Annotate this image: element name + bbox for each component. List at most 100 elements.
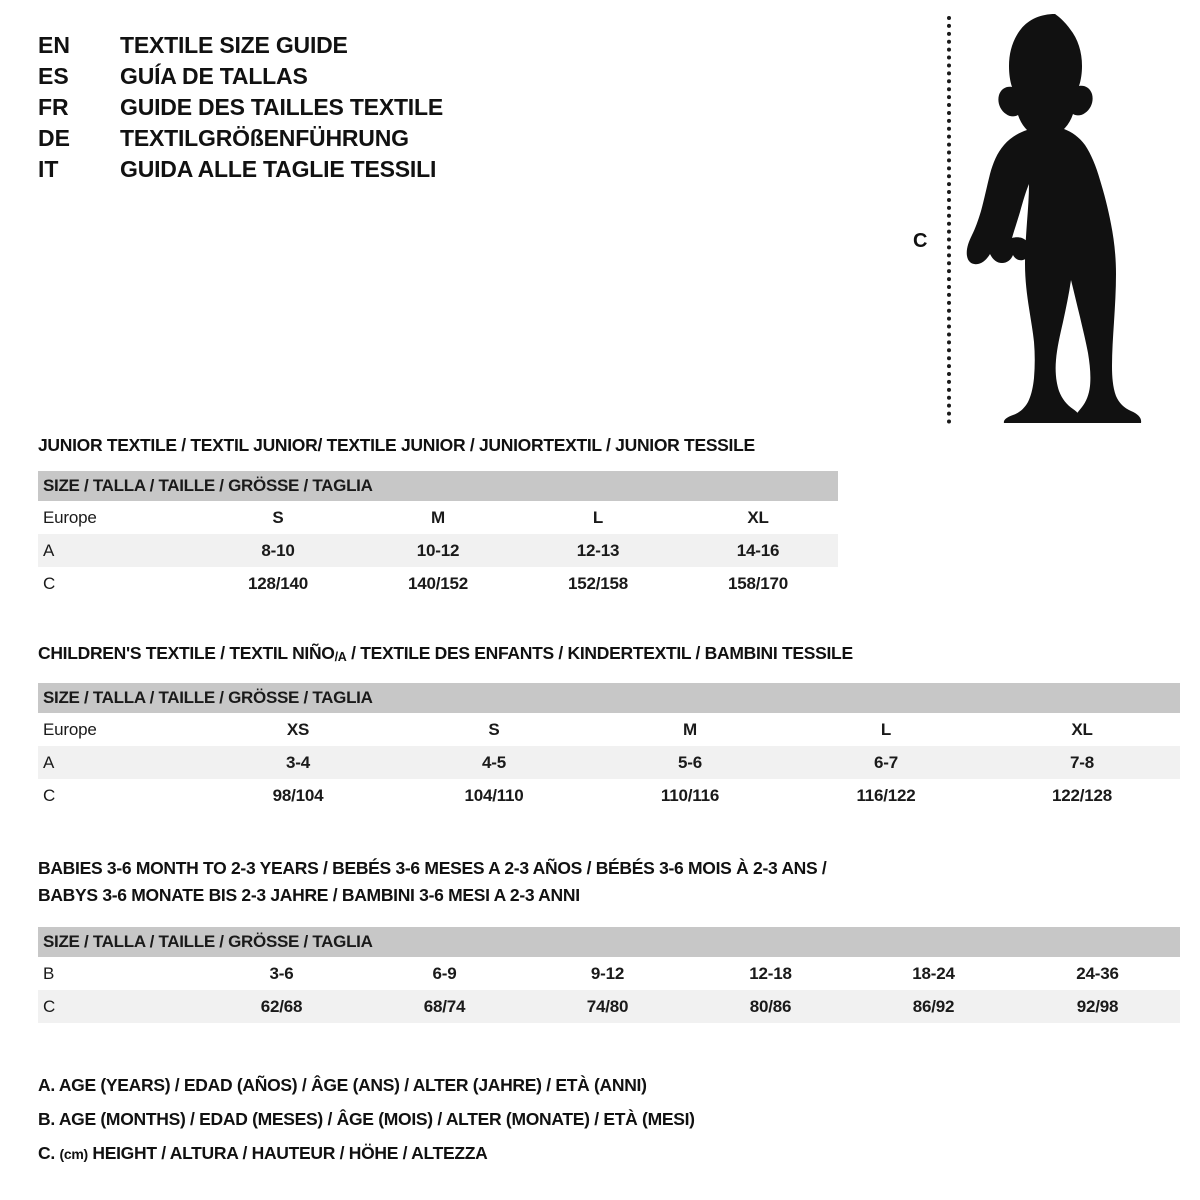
babies-row-b-value-1: 6-9 [363, 957, 526, 990]
children-header-size-1: S [396, 713, 592, 746]
babies-row-b-label: B [38, 957, 200, 990]
junior-header-size-3: XL [678, 501, 839, 534]
children-header-size-2: M [592, 713, 788, 746]
children-row-c-value-0: 98/104 [200, 779, 396, 812]
junior-table-bar-row: SIZE / TALLA / TAILLE / GRÖSSE / TAGLIA [38, 471, 839, 501]
multilingual-title-block: EN TEXTILE SIZE GUIDE ES GUÍA DE TALLAS … [38, 32, 558, 187]
junior-row-a-value-3: 14-16 [678, 534, 839, 567]
junior-size-table: SIZE / TALLA / TAILLE / GRÖSSE / TAGLIA … [38, 471, 839, 600]
junior-bar-cell: SIZE / TALLA / TAILLE / GRÖSSE / TAGLIA [38, 471, 839, 501]
junior-row-c-label: C [38, 567, 198, 600]
lang-code-it: IT [38, 156, 59, 182]
section-babies-textile: BABIES 3-6 MONTH TO 2-3 YEARS / BEBÉS 3-… [38, 855, 1181, 1023]
title-row-en: EN TEXTILE SIZE GUIDE [38, 32, 558, 62]
title-row-es: ES GUÍA DE TALLAS [38, 63, 558, 93]
table-row: C 62/68 68/74 74/80 80/86 86/92 92/98 [38, 990, 1181, 1023]
children-row-a-value-4: 7-8 [984, 746, 1181, 779]
junior-row-a-value-0: 8-10 [198, 534, 358, 567]
children-row-a-value-1: 4-5 [396, 746, 592, 779]
junior-row-c-value-2: 152/158 [518, 567, 678, 600]
children-row-c-value-4: 122/128 [984, 779, 1181, 812]
title-text-en: TEXTILE SIZE GUIDE [120, 32, 348, 58]
lang-code-fr: FR [38, 94, 69, 120]
table-row: C 98/104 104/110 110/116 116/122 122/128 [38, 779, 1181, 812]
babies-row-b-value-4: 18-24 [852, 957, 1015, 990]
junior-row-a-value-1: 10-12 [358, 534, 518, 567]
children-header-label: Europe [38, 713, 200, 746]
junior-header-size-2: L [518, 501, 678, 534]
junior-row-a-label: A [38, 534, 198, 567]
table-row: A 8-10 10-12 12-13 14-16 [38, 534, 839, 567]
babies-row-c-label: C [38, 990, 200, 1023]
title-row-de: DE TEXTILGRÖßENFÜHRUNG [38, 125, 558, 155]
section-title-babies-line1: BABIES 3-6 MONTH TO 2-3 YEARS / BEBÉS 3-… [38, 858, 827, 878]
babies-row-b-value-0: 3-6 [200, 957, 363, 990]
legend-line-a: A. AGE (YEARS) / EDAD (AÑOS) / ÂGE (ANS)… [38, 1075, 647, 1095]
section-title-children: CHILDREN'S TEXTILE / TEXTIL NIÑO/A / TEX… [38, 640, 1180, 671]
lang-code-de: DE [38, 125, 70, 151]
babies-table-bar-row: SIZE / TALLA / TAILLE / GRÖSSE / TAGLIA [38, 927, 1181, 957]
children-row-c-value-3: 116/122 [788, 779, 984, 812]
junior-bar-label: SIZE / TALLA / TAILLE / GRÖSSE / TAGLIA [43, 476, 373, 495]
babies-bar-label: SIZE / TALLA / TAILLE / GRÖSSE / TAGLIA [43, 932, 373, 951]
children-header-row: Europe XS S M L XL [38, 713, 1181, 746]
legend-line-c-unit: (cm) [59, 1146, 88, 1162]
legend-line-c-rest: HEIGHT / ALTURA / HAUTEUR / HÖHE / ALTEZ… [87, 1143, 488, 1163]
children-size-table: SIZE / TALLA / TAILLE / GRÖSSE / TAGLIA … [38, 683, 1181, 812]
children-row-a-value-2: 5-6 [592, 746, 788, 779]
children-row-c-value-2: 110/116 [592, 779, 788, 812]
table-row: A 3-4 4-5 5-6 6-7 7-8 [38, 746, 1181, 779]
babies-row-b-value-5: 24-36 [1015, 957, 1181, 990]
section-title-children-sub: /A [334, 650, 347, 664]
legend-line-c-prefix: C. [38, 1143, 60, 1163]
babies-size-table: SIZE / TALLA / TAILLE / GRÖSSE / TAGLIA … [38, 927, 1181, 1023]
title-text-it: GUIDA ALLE TAGLIE TESSILI [120, 156, 437, 182]
children-bar-label: SIZE / TALLA / TAILLE / GRÖSSE / TAGLIA [43, 688, 373, 707]
junior-header-size-0: S [198, 501, 358, 534]
junior-row-c-value-0: 128/140 [198, 567, 358, 600]
title-row-it: IT GUIDA ALLE TAGLIE TESSILI [38, 156, 558, 186]
title-text-fr: GUIDE DES TAILLES TEXTILE [120, 94, 443, 120]
section-title-children-part2: / TEXTILE DES ENFANTS / KINDERTEXTIL / B… [346, 643, 853, 663]
babies-row-c-value-1: 68/74 [363, 990, 526, 1023]
children-row-a-value-3: 6-7 [788, 746, 984, 779]
legend-line-c: C. (cm) HEIGHT / ALTURA / HAUTEUR / HÖHE… [38, 1136, 938, 1171]
babies-row-b-value-3: 12-18 [689, 957, 852, 990]
measurement-legend: A. AGE (YEARS) / EDAD (AÑOS) / ÂGE (ANS)… [38, 1068, 938, 1171]
section-title-babies-line2: BABYS 3-6 MONATE BIS 2-3 JAHRE / BAMBINI… [38, 885, 580, 905]
babies-row-c-value-4: 86/92 [852, 990, 1015, 1023]
babies-row-c-value-5: 92/98 [1015, 990, 1181, 1023]
section-childrens-textile: CHILDREN'S TEXTILE / TEXTIL NIÑO/A / TEX… [38, 640, 1181, 812]
children-header-size-4: XL [984, 713, 1181, 746]
babies-bar-cell: SIZE / TALLA / TAILLE / GRÖSSE / TAGLIA [38, 927, 1181, 957]
junior-row-c-value-1: 140/152 [358, 567, 518, 600]
children-table-bar-row: SIZE / TALLA / TAILLE / GRÖSSE / TAGLIA [38, 683, 1181, 713]
children-row-a-value-0: 3-4 [200, 746, 396, 779]
children-header-size-3: L [788, 713, 984, 746]
toddler-silhouette-icon [966, 14, 1142, 423]
junior-header-size-1: M [358, 501, 518, 534]
children-header-size-0: XS [200, 713, 396, 746]
babies-row-c-value-2: 74/80 [526, 990, 689, 1023]
table-row: C 128/140 140/152 152/158 158/170 [38, 567, 839, 600]
junior-header-row: Europe S M L XL [38, 501, 839, 534]
title-text-es: GUÍA DE TALLAS [120, 63, 308, 89]
babies-row-b-value-2: 9-12 [526, 957, 689, 990]
babies-row-c-value-0: 62/68 [200, 990, 363, 1023]
children-row-c-label: C [38, 779, 200, 812]
lang-code-en: EN [38, 32, 70, 58]
title-text-de: TEXTILGRÖßENFÜHRUNG [120, 125, 409, 151]
junior-header-label: Europe [38, 501, 198, 534]
lang-code-es: ES [38, 63, 69, 89]
height-illustration: C [905, 12, 1155, 427]
height-marker-label: C [913, 230, 928, 252]
children-row-a-label: A [38, 746, 200, 779]
children-bar-cell: SIZE / TALLA / TAILLE / GRÖSSE / TAGLIA [38, 683, 1181, 713]
junior-row-c-value-3: 158/170 [678, 567, 839, 600]
title-row-fr: FR GUIDE DES TAILLES TEXTILE [38, 94, 558, 124]
children-row-c-value-1: 104/110 [396, 779, 592, 812]
junior-row-a-value-2: 12-13 [518, 534, 678, 567]
section-junior-textile: JUNIOR TEXTILE / TEXTIL JUNIOR/ TEXTILE … [38, 432, 839, 600]
babies-row-c-value-3: 80/86 [689, 990, 852, 1023]
table-row: B 3-6 6-9 9-12 12-18 18-24 24-36 [38, 957, 1181, 990]
